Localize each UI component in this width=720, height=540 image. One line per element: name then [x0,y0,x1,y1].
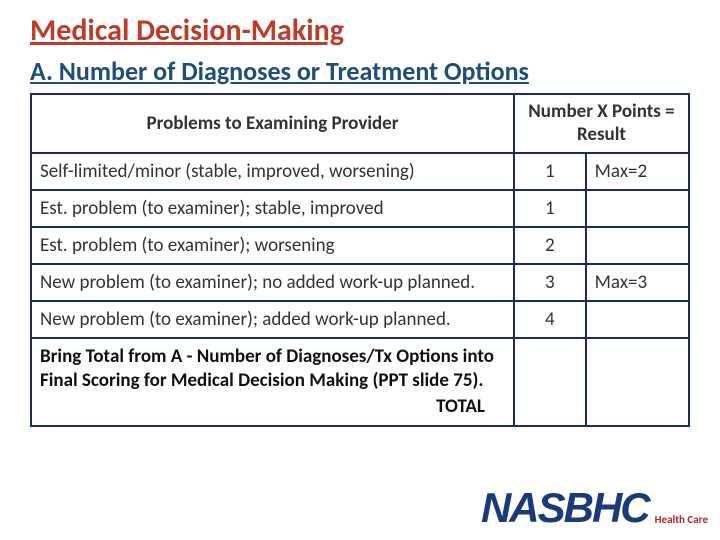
logo: NASBHC Health Care [481,484,708,532]
problem-cell: New problem (to examiner); added work-up… [31,301,514,338]
points-cell: 4 [514,301,586,338]
max-cell [586,301,689,338]
points-cell: 2 [514,227,586,264]
table-row: New problem (to examiner); no added work… [31,264,689,301]
problem-cell: Est. problem (to examiner); worsening [31,227,514,264]
table-header-row: Problems to Examining Provider Number X … [31,94,689,154]
header-points: Number X Points = Result [514,94,689,154]
problem-cell: Self-limited/minor (stable, improved, wo… [31,153,514,190]
mdm-table: Problems to Examining Provider Number X … [30,93,690,427]
points-cell: 1 [514,153,586,190]
table-total-row: Bring Total from A - Number of Diagnoses… [31,338,689,425]
table-row: Est. problem (to examiner); stable, impr… [31,190,689,227]
problem-cell: New problem (to examiner); no added work… [31,264,514,301]
points-cell: 3 [514,264,586,301]
logo-subtext: Health Care [655,513,708,532]
total-max-cell [586,338,689,425]
slide-frame: Medical Decision-Making A. Number of Dia… [0,0,720,427]
slide-title: Medical Decision-Making [30,12,690,49]
table-row: New problem (to examiner); added work-up… [31,301,689,338]
problem-cell: Est. problem (to examiner); stable, impr… [31,190,514,227]
slide-subtitle: A. Number of Diagnoses or Treatment Opti… [30,57,690,87]
table-row: Self-limited/minor (stable, improved, wo… [31,153,689,190]
max-cell [586,190,689,227]
table-row: Est. problem (to examiner); worsening 2 [31,227,689,264]
max-cell: Max=2 [586,153,689,190]
total-instruction: Bring Total from A - Number of Diagnoses… [40,345,494,392]
total-text-cell: Bring Total from A - Number of Diagnoses… [31,338,514,425]
header-problems: Problems to Examining Provider [31,94,514,154]
logo-text: NASBHC [481,484,649,532]
max-cell [586,227,689,264]
points-cell: 1 [514,190,586,227]
total-points-cell [514,338,586,425]
max-cell: Max=3 [586,264,689,301]
total-label: TOTAL [40,395,505,419]
